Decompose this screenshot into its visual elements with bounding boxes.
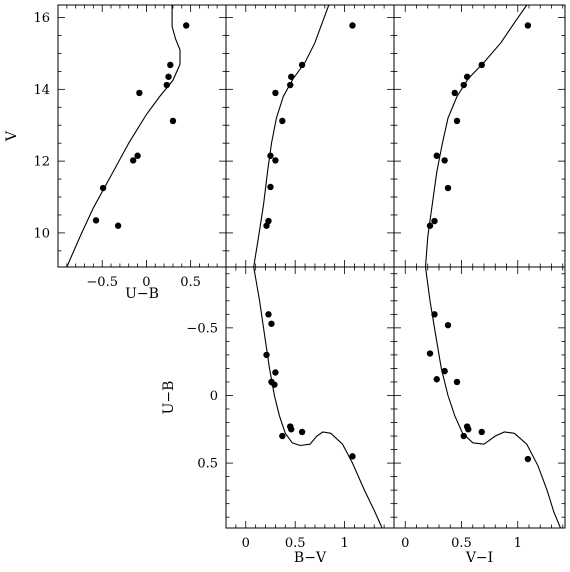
data-point: [298, 428, 306, 436]
x-axis-label: B−V: [294, 550, 327, 566]
data-point: [165, 73, 172, 80]
data-point: [92, 217, 100, 224]
panel-vvi: [393, 4, 566, 268]
data-point: [265, 217, 272, 225]
data-point: [298, 61, 306, 69]
data-point: [465, 426, 472, 433]
data-point: [426, 222, 434, 229]
data-point: [463, 73, 471, 80]
data-point: [288, 426, 295, 433]
x-tick-label: 0.5: [180, 275, 201, 290]
isochrone-curve: [66, 5, 181, 267]
data-point: [478, 61, 485, 69]
data-point: [163, 81, 170, 89]
data-point: [478, 428, 485, 436]
panel-ubbv: 0 0.5 1−0.500.5B−VU−B: [161, 266, 395, 566]
data-point: [279, 117, 286, 125]
data-point: [167, 61, 174, 69]
y-tick-label: −0.5: [186, 321, 218, 336]
data-point: [431, 217, 438, 225]
data-point: [524, 22, 532, 29]
y-axis-label: V: [4, 130, 20, 142]
data-point: [272, 89, 279, 97]
data-point: [433, 376, 440, 383]
x-tick-label: −0.5: [86, 275, 118, 290]
data-point: [114, 222, 122, 229]
y-tick-label: 0: [210, 389, 218, 404]
y-tick-label: 14: [33, 83, 50, 98]
data-point: [451, 89, 458, 97]
panel-vbv: [225, 4, 395, 268]
panel-ubvi: 0 0.5 1 V−I: [393, 266, 566, 566]
data-point: [453, 378, 461, 386]
data-point: [349, 22, 356, 29]
data-point: [134, 152, 141, 159]
x-tick-label: 1: [514, 536, 522, 551]
x-tick-label: 0: [142, 275, 150, 290]
x-tick-label: 1: [340, 536, 348, 551]
y-tick-label: 0.5: [197, 457, 218, 472]
x-tick-label: 0: [242, 536, 250, 551]
data-point: [426, 350, 434, 357]
y-tick-label: 10: [33, 226, 50, 241]
data-point: [431, 311, 438, 318]
x-axis-label: U−B: [125, 286, 159, 302]
isochrone-curve: [253, 5, 330, 267]
data-point: [444, 184, 452, 192]
data-point: [129, 157, 137, 164]
data-point: [441, 367, 448, 375]
data-point: [183, 22, 190, 29]
x-tick-label: 0.5: [451, 536, 472, 551]
isochrone-curve: [424, 267, 562, 528]
x-tick-label: 0.5: [285, 536, 306, 551]
x-tick-label: 0: [401, 536, 409, 551]
data-point: [267, 183, 274, 191]
data-point: [272, 157, 279, 164]
data-point: [268, 320, 275, 327]
data-point: [279, 432, 286, 440]
data-point: [271, 381, 278, 388]
data-point: [433, 152, 440, 159]
data-point: [460, 81, 467, 89]
y-tick-label: 16: [33, 11, 50, 26]
data-point: [263, 351, 270, 359]
data-point: [267, 152, 274, 159]
panel-frame: [57, 4, 227, 268]
x-axis-label: V−I: [465, 550, 493, 566]
panel-frame: [393, 4, 566, 268]
data-point: [524, 455, 532, 463]
panel-vub: −0.5 0 0.5 10 12 14 16 U−B V: [4, 4, 227, 302]
data-point: [287, 81, 294, 89]
y-axis-label: U−B: [161, 381, 177, 415]
data-point: [169, 117, 177, 125]
panel-frame: [393, 266, 566, 529]
isochrone-curve: [424, 5, 528, 267]
data-point: [441, 157, 448, 164]
data-point: [272, 369, 279, 376]
y-tick-label: 12: [33, 155, 50, 170]
panel-frame: [225, 266, 395, 529]
data-point: [288, 73, 295, 80]
data-point: [453, 117, 461, 125]
data-point: [444, 321, 452, 329]
data-point: [99, 184, 107, 192]
data-point: [349, 453, 356, 460]
panel-frame: [225, 4, 395, 268]
data-point: [265, 311, 272, 318]
isochrone-curve: [253, 267, 383, 528]
data-point: [136, 89, 143, 97]
data-point: [460, 432, 467, 440]
